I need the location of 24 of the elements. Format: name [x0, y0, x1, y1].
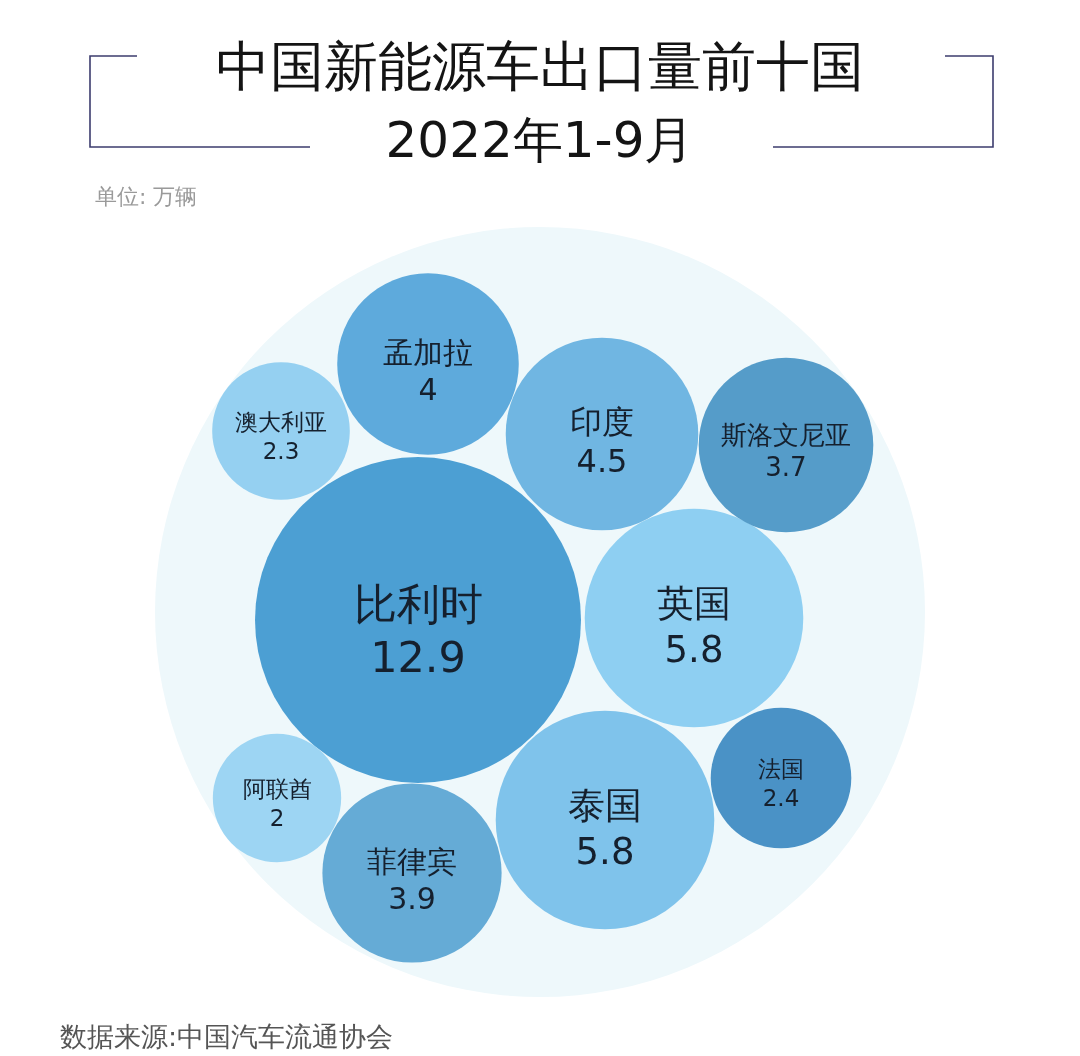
text: 单位: 万辆 [95, 183, 198, 209]
data-label: 12.9 [370, 631, 466, 682]
data-label: 4 [418, 372, 438, 407]
category-label: 泰国 [568, 784, 642, 828]
category-label: 斯洛文尼亚 [721, 420, 851, 451]
data-label: 2 [269, 804, 285, 831]
text: 2022年1-9月 [385, 111, 695, 169]
data-label: 2.3 [262, 437, 300, 464]
category-label: 澳大利亚 [235, 409, 327, 436]
source-note: 数据来源:中国汽车流通协会 [60, 1020, 394, 1052]
data-label: 2.4 [762, 784, 800, 811]
data-label: 5.8 [664, 627, 724, 671]
category-label: 孟加拉 [383, 335, 473, 371]
category-label: 比利时 [353, 578, 483, 629]
category-label: 阿联酋 [242, 776, 312, 803]
data-label: 3.9 [388, 881, 436, 916]
text: 中国新能源车出口量前十国 [216, 34, 864, 98]
category-label: 法国 [758, 756, 804, 783]
data-label: 3.7 [765, 452, 807, 483]
category-label: 菲律宾 [367, 844, 457, 880]
category-label: 印度 [570, 402, 634, 441]
data-label: 4.5 [576, 442, 628, 481]
data-label: 5.8 [575, 829, 635, 873]
category-label: 英国 [657, 582, 731, 626]
